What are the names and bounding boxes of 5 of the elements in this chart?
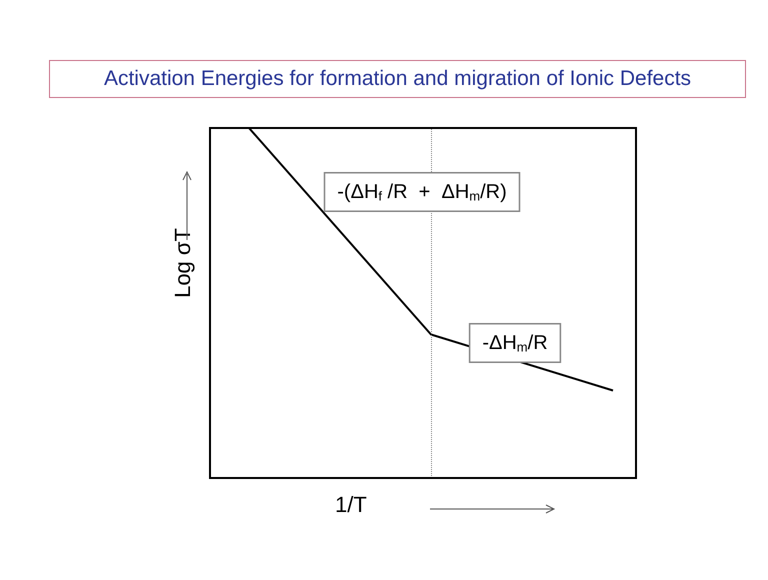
chart-title: Activation Energies for formation and migration of Ionic Defects <box>49 60 746 98</box>
x-axis-title: 1/T <box>335 492 367 518</box>
y-axis-title: Log σT <box>170 228 196 298</box>
annotation: -ΔHm/R <box>482 332 548 354</box>
annotation: -(ΔHf /R + ΔHm/R) <box>337 181 507 204</box>
